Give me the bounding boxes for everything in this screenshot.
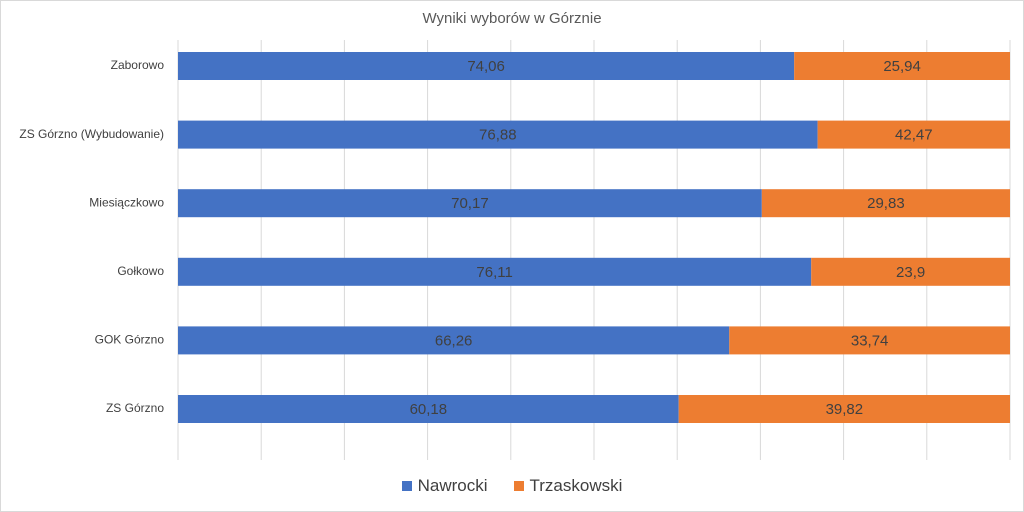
data-label: 60,18 (410, 401, 448, 418)
bar-trzaskowski (678, 395, 1010, 423)
category-label: Miesiączkowo (89, 195, 164, 209)
legend-swatch (513, 481, 524, 491)
legend-label: Nawrocki (417, 476, 488, 495)
bar-nawrocki (178, 52, 795, 80)
legend-item-nawrocki: Nawrocki (401, 476, 488, 496)
bar-nawrocki (178, 326, 730, 355)
legend-item-trzaskowski: Trzaskowski (513, 476, 623, 496)
bar-trzaskowski (761, 189, 1010, 218)
legend-swatch (401, 481, 412, 491)
data-label: 42,47 (895, 127, 933, 144)
legend: Nawrocki Trzaskowski (0, 476, 1024, 496)
chart-title: Wyniki wyborów w Górznie (422, 10, 602, 27)
bar-nawrocki (178, 257, 812, 286)
bar-trzaskowski (729, 326, 1010, 355)
data-label: 39,82 (826, 401, 864, 418)
data-label: 66,26 (435, 332, 473, 349)
category-label: Gołkowo (117, 264, 164, 278)
data-label: 33,74 (851, 332, 889, 349)
category-label: Zaborowo (111, 58, 165, 72)
bar-nawrocki (178, 395, 679, 423)
data-label: 29,83 (867, 195, 905, 212)
bar-trzaskowski (794, 52, 1010, 80)
bar-trzaskowski (811, 257, 1010, 286)
plot-area: Zaborowo 74,06 25,94 ZS Górzno (Wybudowanie… (19, 40, 1011, 460)
category-label: ZS Górzno (Wybudowanie) (19, 127, 164, 141)
bar-nawrocki (178, 120, 818, 149)
bar-nawrocki (178, 189, 762, 218)
data-label: 23,9 (896, 264, 925, 281)
bar-trzaskowski (817, 120, 1010, 149)
data-label: 25,94 (883, 58, 921, 75)
category-label: ZS Górzno (106, 401, 164, 415)
category-label: GOK Górzno (95, 333, 165, 347)
legend-label: Trzaskowski (529, 476, 623, 495)
data-label: 76,11 (476, 264, 512, 281)
data-label: 70,17 (451, 195, 489, 212)
data-label: 74,06 (467, 58, 505, 75)
data-label: 76,88 (479, 127, 517, 144)
